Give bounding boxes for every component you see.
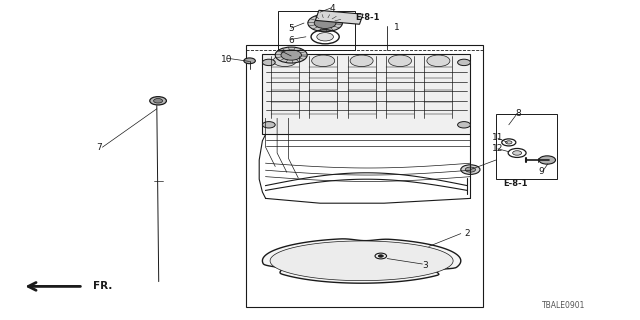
Text: TBALE0901: TBALE0901 — [541, 301, 585, 310]
Circle shape — [281, 50, 301, 60]
Text: 6: 6 — [289, 36, 294, 44]
Text: 7: 7 — [97, 143, 102, 152]
Circle shape — [275, 47, 307, 63]
Polygon shape — [270, 241, 453, 281]
Bar — [278, 11, 355, 50]
Circle shape — [465, 167, 476, 172]
Circle shape — [350, 55, 373, 67]
Text: 1: 1 — [394, 23, 399, 32]
Circle shape — [308, 14, 342, 32]
Circle shape — [150, 97, 166, 105]
Polygon shape — [262, 54, 470, 134]
Circle shape — [154, 99, 163, 103]
Circle shape — [312, 55, 335, 67]
Text: 11: 11 — [492, 133, 504, 142]
Circle shape — [317, 33, 333, 41]
Text: 2: 2 — [465, 229, 470, 238]
Circle shape — [262, 122, 275, 128]
Bar — [316, 10, 363, 24]
Text: 8: 8 — [516, 109, 521, 118]
Text: 12: 12 — [492, 144, 504, 153]
Circle shape — [513, 151, 522, 155]
Circle shape — [314, 18, 336, 28]
Circle shape — [458, 59, 470, 66]
Circle shape — [262, 59, 275, 66]
Circle shape — [427, 55, 450, 67]
Bar — [496, 114, 557, 179]
Text: E-8-1: E-8-1 — [356, 13, 380, 22]
Circle shape — [388, 55, 412, 67]
Text: 10: 10 — [221, 55, 233, 64]
Polygon shape — [262, 239, 461, 283]
Circle shape — [461, 165, 480, 174]
Circle shape — [506, 141, 512, 144]
Text: 3: 3 — [423, 261, 428, 270]
Text: 9: 9 — [538, 167, 543, 176]
Circle shape — [458, 122, 470, 128]
Text: FR.: FR. — [93, 281, 112, 291]
Circle shape — [244, 58, 255, 64]
Bar — [246, 45, 483, 307]
Circle shape — [539, 156, 556, 164]
Text: 5: 5 — [289, 24, 294, 33]
Text: 4: 4 — [330, 4, 335, 12]
Text: E-8-1: E-8-1 — [503, 180, 527, 188]
Circle shape — [273, 55, 296, 67]
Circle shape — [378, 255, 383, 257]
